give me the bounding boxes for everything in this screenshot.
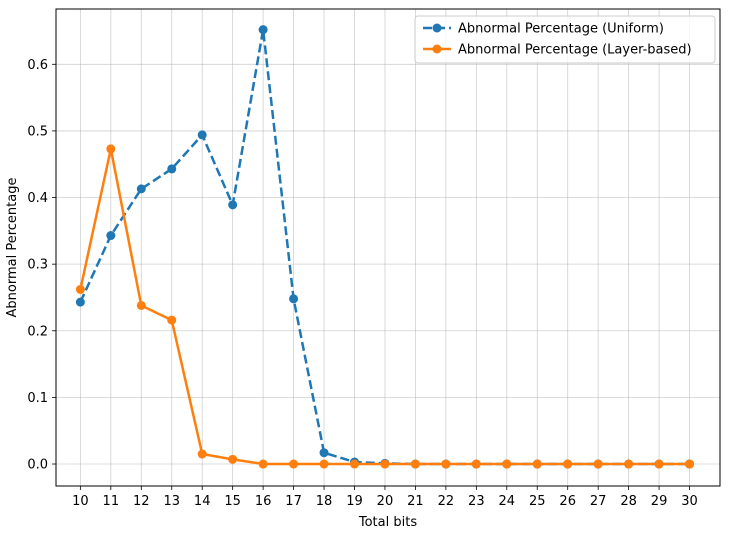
series-1-point (258, 25, 268, 35)
x-tick-label: 18 (316, 494, 333, 509)
legend-box (414, 15, 716, 64)
series-1-point (319, 448, 329, 458)
y-tick-label: 0.6 (27, 58, 48, 73)
series-2-point (319, 459, 329, 469)
x-tick-label: 22 (438, 494, 455, 509)
x-tick-label: 25 (529, 494, 546, 509)
series-1-point (75, 297, 85, 307)
series-2-point (258, 459, 268, 469)
x-tick-label: 28 (620, 494, 637, 509)
series-2-point (563, 459, 573, 469)
x-tick-label: 27 (590, 494, 607, 509)
series-2-point (532, 459, 542, 469)
y-tick-label: 0.0 (27, 458, 48, 473)
series-1-point (106, 231, 116, 241)
legend-label: Abnormal Percentage (Layer-based) (458, 43, 692, 58)
series-2-point (228, 454, 238, 464)
series-2-point (593, 459, 603, 469)
x-tick-label: 26 (559, 494, 576, 509)
axis-ticks: 10 11 12 13 14 15 16 17 18 19 20 21 22 23 24 25 26 27 28 29… (27, 58, 698, 509)
x-tick-label: 14 (194, 494, 211, 509)
x-tick-label: 20 (377, 494, 394, 509)
x-tick-label: 23 (468, 494, 485, 509)
x-tick-label: 13 (163, 494, 180, 509)
series-1-point (136, 184, 146, 194)
series-2-point (289, 459, 299, 469)
series-2-point (380, 459, 390, 469)
x-tick-label: 12 (133, 494, 150, 509)
series-1-point (228, 200, 238, 210)
series-2 (75, 144, 695, 469)
x-tick-label: 21 (407, 494, 424, 509)
series-2-point (349, 459, 359, 469)
x-tick-label: 24 (499, 494, 516, 509)
y-tick-label: 0.1 (27, 391, 48, 406)
series-1-point (289, 294, 299, 304)
series-2-point (410, 459, 420, 469)
series-1-point (197, 130, 207, 140)
series-2-point (75, 284, 85, 294)
series-2-point (502, 459, 512, 469)
x-axis-label: Total bits (358, 515, 417, 530)
x-tick-label: 30 (681, 494, 698, 509)
x-tick-label: 29 (651, 494, 668, 509)
series-lines (75, 25, 695, 469)
y-tick-label: 0.2 (27, 324, 48, 339)
x-tick-label: 11 (103, 494, 120, 509)
x-tick-label: 15 (224, 494, 241, 509)
series-1-point (167, 164, 177, 174)
series-2-point (167, 315, 177, 325)
y-axis-label: Abnormal Percentage (5, 178, 20, 318)
series-2-point (106, 144, 116, 154)
legend-swatch-marker (432, 44, 442, 54)
x-tick-label: 19 (346, 494, 363, 509)
x-tick-label: 17 (285, 494, 302, 509)
grid (56, 9, 720, 486)
legend: Abnormal Percentage (Uniform) Abnormal Pe… (414, 15, 716, 64)
y-tick-label: 0.3 (27, 258, 48, 273)
y-tick-label: 0.4 (27, 191, 48, 206)
x-tick-label: 10 (72, 494, 89, 509)
y-tick-label: 0.5 (27, 124, 48, 139)
legend-swatch-marker (432, 23, 442, 33)
series-2-point (654, 459, 664, 469)
series-2-point (136, 300, 146, 310)
series-2-point (624, 459, 634, 469)
series-2-point (197, 449, 207, 459)
x-tick-label: 16 (255, 494, 272, 509)
series-2-point (441, 459, 451, 469)
legend-label: Abnormal Percentage (Uniform) (458, 22, 664, 37)
series-2-point (471, 459, 481, 469)
plot-frame (55, 8, 721, 487)
series-2-point (685, 459, 695, 469)
